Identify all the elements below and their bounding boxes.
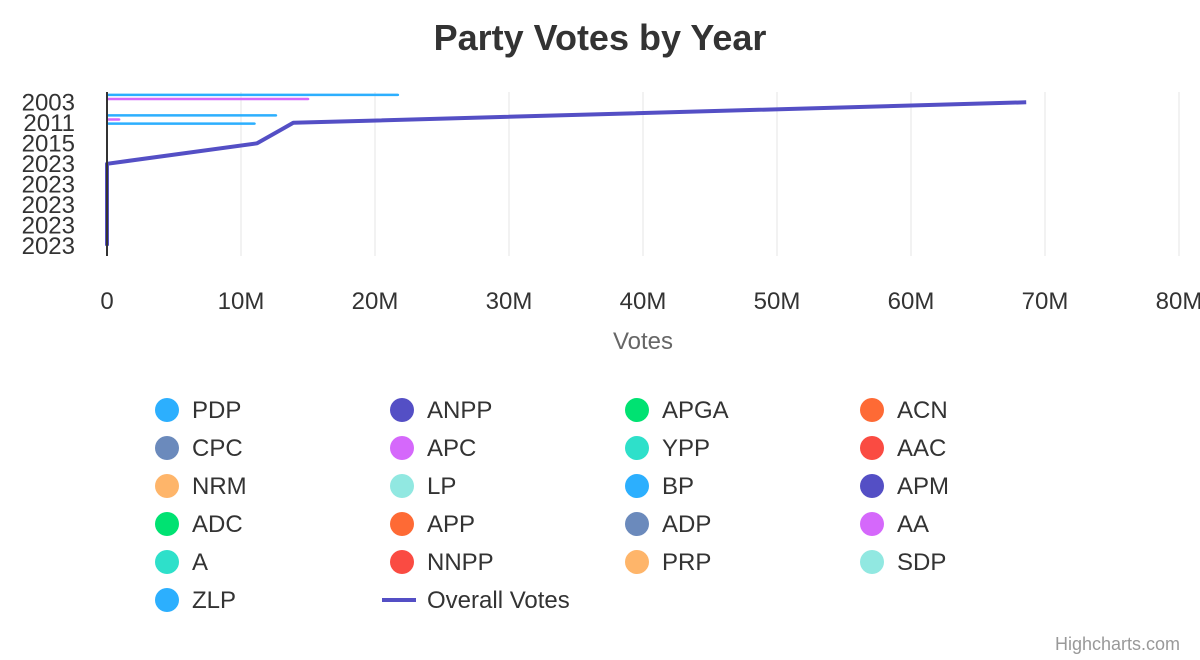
x-tick-label: 50M (754, 288, 801, 315)
legend-symbol (155, 398, 179, 422)
legend-item[interactable]: ZLP (155, 587, 236, 614)
legend-symbol (390, 512, 414, 536)
legend-item[interactable]: APM (860, 473, 949, 500)
y-tick-label: 2011 (23, 110, 75, 137)
legend-symbol (860, 474, 884, 498)
legend-symbol (390, 474, 414, 498)
legend-item[interactable]: Overall Votes (382, 587, 570, 614)
legend-item[interactable]: ANPP (390, 397, 492, 424)
y-tick-label: 2023 (22, 192, 75, 219)
legend-label: APC (427, 435, 476, 462)
legend-symbol (860, 550, 884, 574)
legend-symbol (390, 398, 414, 422)
bar[interactable] (107, 114, 278, 117)
y-tick-label: 2023 (22, 212, 75, 239)
legend-label: ZLP (192, 587, 236, 614)
credits[interactable]: Highcharts.com (1055, 634, 1180, 654)
bar[interactable] (107, 93, 400, 97)
legend-symbol (625, 474, 649, 498)
legend-label: ANPP (427, 397, 492, 424)
legend-item[interactable]: AAC (860, 435, 946, 462)
legend-item[interactable]: ADC (155, 511, 243, 538)
legend-symbol (860, 398, 884, 422)
y-tick-label: 2023 (22, 151, 75, 178)
legend-item[interactable]: LP (390, 473, 456, 500)
legend-label: CPC (192, 435, 243, 462)
legend-label: NRM (192, 473, 247, 500)
legend-label: PRP (662, 549, 711, 576)
legend-label: AA (897, 511, 929, 538)
legend-label: APP (427, 511, 475, 538)
legend-label: APM (897, 473, 949, 500)
x-axis-title: Votes (613, 328, 673, 355)
legend-item[interactable]: APC (390, 435, 476, 462)
legend: PDP ANPP APGA ACN CPC APC YPP AAC NRM LP BP APM ADC A… (155, 397, 949, 614)
x-tick-label: 20M (352, 288, 399, 315)
chart-title: Party Votes by Year (434, 17, 767, 58)
legend-item[interactable]: SDP (860, 549, 946, 576)
legend-item[interactable]: AA (860, 511, 929, 538)
legend-label: NNPP (427, 549, 494, 576)
bar[interactable] (107, 122, 256, 125)
legend-item[interactable]: PRP (625, 549, 711, 576)
legend-item[interactable]: PDP (155, 397, 241, 424)
legend-label: BP (662, 473, 694, 500)
bars (107, 93, 400, 125)
legend-item[interactable]: APGA (625, 397, 729, 424)
legend-symbol (155, 588, 179, 612)
legend-label: Overall Votes (427, 587, 570, 614)
legend-symbol (155, 550, 179, 574)
legend-label: LP (427, 473, 456, 500)
x-axis-labels: 0 10M 20M 30M 40M 50M 60M 70M 80M (100, 288, 1200, 315)
x-tick-label: 10M (218, 288, 265, 315)
legend-symbol (155, 436, 179, 460)
x-tick-label: 0 (100, 288, 113, 315)
x-tick-label: 30M (486, 288, 533, 315)
legend-item[interactable]: BP (625, 473, 694, 500)
y-tick-label: 2023 (22, 233, 75, 260)
legend-item[interactable]: CPC (155, 435, 243, 462)
legend-label: ADP (662, 511, 711, 538)
x-tick-label: 60M (888, 288, 935, 315)
x-tick-label: 40M (620, 288, 667, 315)
x-tick-label: 80M (1156, 288, 1200, 315)
legend-symbol (625, 550, 649, 574)
legend-symbol (155, 512, 179, 536)
legend-item[interactable]: NRM (155, 473, 247, 500)
y-tick-label: 2023 (22, 171, 75, 198)
legend-label: SDP (897, 549, 946, 576)
legend-symbol (625, 512, 649, 536)
legend-label: A (192, 549, 208, 576)
legend-symbol (860, 436, 884, 460)
y-tick-label: 2003 (22, 89, 75, 116)
legend-item[interactable]: NNPP (390, 549, 494, 576)
legend-symbol (860, 512, 884, 536)
legend-item[interactable]: A (155, 549, 208, 576)
legend-symbol (390, 550, 414, 574)
legend-symbol (625, 398, 649, 422)
bar[interactable] (107, 97, 310, 101)
legend-label: APGA (662, 397, 729, 424)
legend-label: PDP (192, 397, 241, 424)
legend-item[interactable]: YPP (625, 435, 710, 462)
legend-item[interactable]: ACN (860, 397, 948, 424)
x-tick-label: 70M (1022, 288, 1069, 315)
legend-symbol (625, 436, 649, 460)
legend-item[interactable]: APP (390, 511, 475, 538)
bar[interactable] (107, 118, 121, 121)
y-tick-label: 2015 (22, 130, 75, 157)
grid-lines (240, 92, 1180, 256)
legend-label: ADC (192, 511, 243, 538)
legend-label: AAC (897, 435, 946, 462)
legend-label: YPP (662, 435, 710, 462)
legend-label: ACN (897, 397, 948, 424)
legend-item[interactable]: ADP (625, 511, 711, 538)
legend-symbol (155, 474, 179, 498)
legend-symbol (390, 436, 414, 460)
